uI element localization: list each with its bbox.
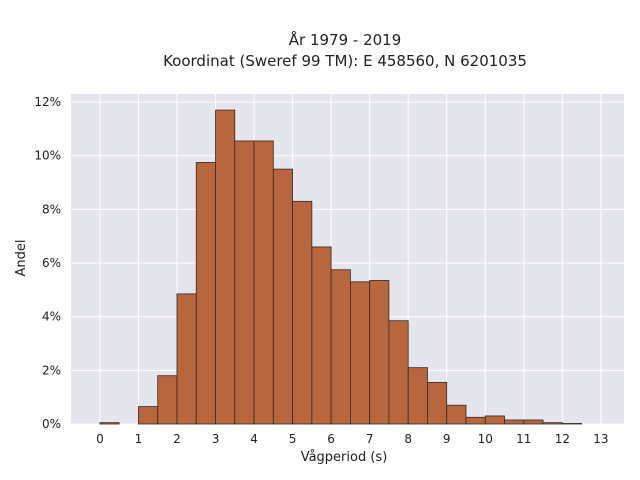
histogram-bar [330, 269, 351, 425]
bars [99, 109, 583, 425]
x-axis-ticks: 0 1 2 3 4 5 6 7 8 9 10 11 12 13 [96, 432, 608, 446]
histogram-bar [234, 140, 255, 425]
histogram-bar [369, 280, 390, 425]
x-tick-label: 12 [555, 432, 570, 446]
histogram-bar [542, 422, 563, 425]
x-tick-label: 7 [366, 432, 374, 446]
histogram-bar [215, 109, 236, 425]
x-tick-label: 4 [250, 432, 258, 446]
histogram-bar [157, 375, 178, 425]
histogram-bar [138, 406, 159, 425]
y-tick-label: 8% [42, 202, 61, 216]
x-tick-label: 11 [516, 432, 531, 446]
histogram-bar [427, 382, 448, 425]
histogram-bar [504, 419, 525, 425]
histogram-bar [349, 281, 371, 425]
y-tick-label: 6% [42, 256, 61, 270]
histogram-bar [311, 246, 332, 425]
x-tick-label: 1 [135, 432, 143, 446]
histogram-bar [388, 320, 409, 425]
x-tick-label: 9 [443, 432, 451, 446]
x-tick-label: 2 [173, 432, 181, 446]
x-tick-label: 0 [96, 432, 104, 446]
y-tick-label: 4% [42, 310, 61, 324]
histogram-bar [484, 415, 505, 425]
chart-subtitle: Koordinat (Sweref 99 TM): E 458560, N 62… [163, 52, 527, 70]
chart-title: År 1979 - 2019 [289, 30, 402, 49]
y-tick-label: 12% [34, 95, 61, 109]
histogram-bar [446, 404, 467, 425]
x-axis-label: Vågperiod (s) [301, 450, 388, 465]
x-tick-label: 13 [593, 432, 608, 446]
x-tick-label: 8 [404, 432, 412, 446]
y-tick-label: 10% [34, 149, 61, 163]
histogram-bar [176, 293, 197, 425]
y-tick-label: 2% [42, 363, 61, 377]
histogram-bar [292, 200, 313, 425]
y-axis-ticks: 0% 2% 4% 6% 8% 10% 12% [34, 95, 61, 431]
histogram-bar [99, 422, 120, 425]
histogram-bar [272, 168, 293, 425]
x-tick-label: 6 [327, 432, 335, 446]
y-axis-label: Andel [14, 240, 29, 277]
x-tick-label: 5 [289, 432, 297, 446]
histogram-bar [561, 423, 583, 425]
histogram-bar [523, 419, 544, 425]
x-tick-label: 3 [212, 432, 220, 446]
histogram-bar [195, 162, 216, 425]
histogram-bar [407, 367, 428, 425]
x-tick-label: 10 [478, 432, 493, 446]
histogram-bar [253, 140, 274, 425]
histogram-bar [465, 416, 486, 425]
y-tick-label: 0% [42, 417, 61, 431]
